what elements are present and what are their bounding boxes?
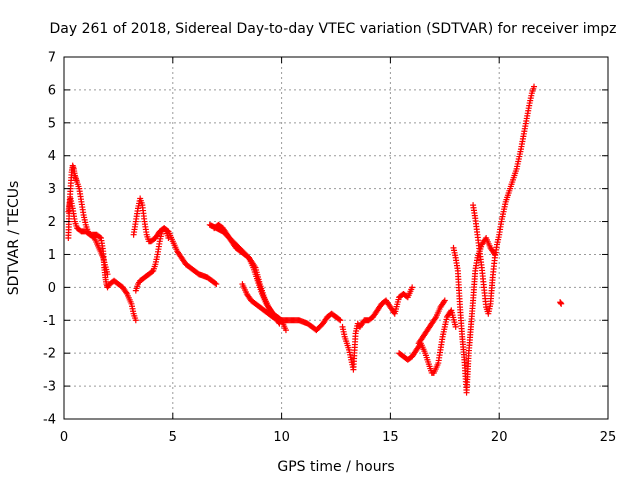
data-point [104, 271, 111, 278]
series-sat-j [415, 297, 448, 347]
plot-frame [63, 56, 609, 420]
x-tick-label: 0 [60, 430, 68, 445]
x-tick-label: 10 [273, 430, 290, 445]
x-axis-label: GPS time / hours [277, 459, 394, 475]
data-point [531, 83, 538, 90]
data-point [165, 235, 172, 241]
y-tick-label: 4 [48, 149, 56, 164]
y-axis: -4 -3 -2 -1 0 1 2 3 4 5 6 7 [43, 51, 608, 428]
data-point [213, 281, 220, 288]
y-tick-label: -2 [43, 347, 56, 362]
y-tick-label: 5 [48, 116, 56, 131]
data-point [432, 315, 439, 322]
series-sat-i [396, 307, 459, 376]
data-point [336, 316, 343, 323]
data-point [96, 234, 103, 241]
series-sat-h [339, 284, 416, 373]
y-tick-label: 7 [48, 51, 56, 66]
y-tick-label: -3 [43, 380, 56, 395]
data-point [132, 317, 139, 324]
plot-points [65, 83, 565, 396]
y-tick-label: 6 [48, 83, 56, 98]
series-sat-k [450, 235, 498, 396]
y-tick-label: 3 [48, 182, 56, 197]
data-point [440, 298, 447, 305]
data-point [441, 297, 448, 304]
y-axis-label: SDTVAR / TECUs [6, 181, 22, 296]
data-point [212, 280, 219, 287]
data-point [123, 289, 130, 296]
data-point [337, 317, 344, 324]
series-sat-f [211, 221, 283, 327]
x-tick-label: 5 [169, 430, 177, 445]
data-point [558, 300, 565, 307]
y-tick-label: -4 [43, 413, 56, 428]
series-sat-g [239, 281, 344, 334]
y-tick-label: 2 [48, 215, 56, 230]
grid [64, 57, 608, 419]
chart-title: Day 261 of 2018, Sidereal Day-to-day VTE… [50, 21, 617, 37]
x-tick-label: 25 [600, 430, 617, 445]
series-sat-b [65, 195, 111, 278]
x-tick-label: 20 [491, 430, 508, 445]
data-point [452, 323, 459, 330]
y-tick-label: 0 [48, 281, 56, 296]
data-point [409, 284, 416, 291]
data-point [282, 327, 289, 334]
series-sat-m [557, 299, 565, 307]
series-sat-d [132, 225, 172, 294]
data-point [149, 268, 156, 275]
series-sat-l [470, 83, 538, 317]
series-sat-a [65, 162, 139, 324]
x-tick-label: 15 [382, 430, 399, 445]
y-tick-label: 1 [48, 248, 56, 263]
x-axis: 0 5 10 15 20 25 [60, 57, 616, 445]
series-sat-c [130, 195, 220, 288]
y-tick-label: -1 [43, 314, 56, 329]
